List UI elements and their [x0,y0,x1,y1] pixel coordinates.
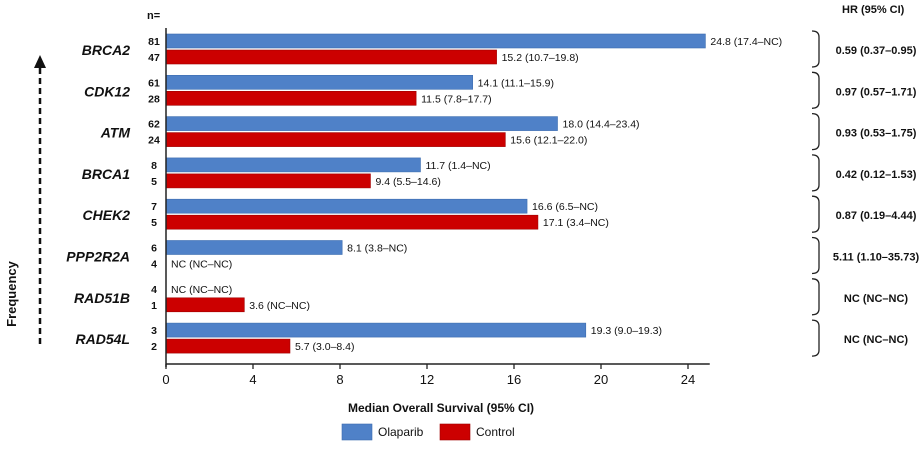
control-bar [165,91,417,106]
olaparib-bar [165,157,421,173]
olaparib-bar [165,322,587,338]
x-axis-title: Median Overall Survival (95% CI) [348,401,534,415]
hr-bracket [811,195,820,233]
olaparib-value-label: 14.1 (11.1–15.9) [478,77,554,89]
control-value-label: 15.2 (10.7–19.8) [502,52,579,64]
control-value-label: 5.7 (3.0–8.4) [295,341,355,353]
control-value-label: 17.1 (3.4–NC) [543,217,609,229]
n-value: 28 [148,93,160,105]
olaparib-bar [165,240,343,255]
n-value: 5 [151,176,157,188]
gene-label: CDK12 [84,83,130,99]
gene-label: RAD54L [76,331,130,347]
olaparib-bar [165,33,706,49]
control-value-label: 3.6 (NC–NC) [249,300,310,312]
x-tick-label: 20 [594,372,608,387]
hr-bracket [811,154,820,192]
hr-value: NC (NC–NC) [844,293,909,305]
hr-bracket [811,236,820,275]
control-bar [165,173,371,189]
frequency-arrowhead [34,55,46,68]
gene-label: BRCA1 [82,166,130,182]
n-header: n= [147,10,160,22]
gene-label: ATM [100,125,131,141]
olaparib-value-label: NC (NC–NC) [171,284,232,296]
x-tick-label: 0 [162,372,169,387]
n-value: 3 [151,325,157,337]
hr-value: 0.42 (0.12–1.53) [836,169,917,181]
x-tick-label: 16 [507,372,521,387]
x-tick-label: 8 [336,372,343,387]
olaparib-value-label: 11.7 (1.4–NC) [425,160,490,172]
control-bar [165,214,539,230]
n-value: 5 [151,217,157,229]
x-tick-label: 24 [681,372,695,387]
gene-label: BRCA2 [82,42,130,58]
n-value: 7 [151,201,157,213]
control-value-label: 15.6 (12.1–22.0) [510,135,587,147]
olaparib-bar [165,198,528,214]
control-value-label: NC (NC–NC) [171,259,232,271]
n-value: 4 [151,259,157,271]
control-value-label: 11.5 (7.8–17.7) [421,93,491,105]
olaparib-value-label: 24.8 (17.4–NC) [710,36,782,48]
olaparib-value-label: 18.0 (14.4–23.4) [563,119,640,131]
legend-swatch-control [439,423,471,441]
hr-value: 5.11 (1.10–35.73) [833,252,920,264]
hr-value: 0.97 (0.57–1.71) [836,86,917,98]
olaparib-value-label: 19.3 (9.0–19.3) [591,325,662,337]
n-value: 81 [148,36,160,48]
olaparib-value-label: 8.1 (3.8–NC) [347,243,407,255]
legend-swatch-olaparib [341,423,373,441]
hr-value: 0.93 (0.53–1.75) [836,128,917,140]
hr-bracket [811,71,820,109]
control-bar [165,297,245,313]
control-bar [165,132,506,147]
control-bar [165,338,291,354]
n-value: 4 [151,284,157,296]
control-bar [165,49,497,65]
n-value: 24 [148,135,160,147]
hr-bracket [811,278,820,316]
olaparib-bar [165,116,558,131]
gene-label: RAD51B [74,290,130,306]
n-value: 2 [151,341,157,353]
control-value-label: 9.4 (5.5–14.6) [375,176,440,188]
olaparib-bar [165,75,473,90]
n-value: 47 [148,52,160,64]
y-axis-title: Frequency [4,260,19,327]
legend-label-olaparib: Olaparib [378,425,424,439]
n-value: 6 [151,243,157,255]
hr-bracket [811,30,820,68]
olaparib-value-label: 16.6 (6.5–NC) [532,201,598,213]
hr-header: HR (95% CI) [842,4,905,16]
hr-value: 0.59 (0.37–0.95) [836,45,917,57]
hr-bracket [811,112,820,151]
n-value: 61 [148,77,160,89]
hr-value: 0.87 (0.19–4.44) [836,210,917,222]
legend-label-control: Control [476,425,515,439]
n-value: 1 [151,300,157,312]
x-tick-label: 12 [420,372,434,387]
gene-label: PPP2R2A [66,249,130,265]
n-value: 62 [148,119,160,131]
x-tick-label: 4 [249,372,256,387]
n-value: 8 [151,160,157,172]
hr-bracket [811,319,820,357]
hr-value: NC (NC–NC) [844,334,909,346]
gene-label: CHEK2 [83,207,131,223]
